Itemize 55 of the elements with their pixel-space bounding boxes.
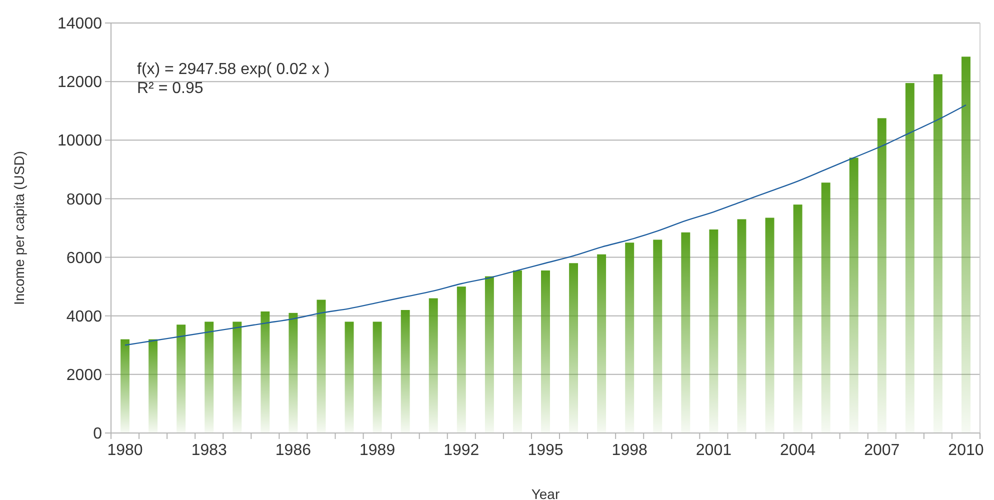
bar bbox=[288, 312, 298, 433]
bar bbox=[681, 232, 690, 433]
x-tick-label: 1980 bbox=[107, 442, 143, 459]
bar bbox=[569, 263, 578, 433]
x-tick-label: 1983 bbox=[191, 442, 228, 459]
bar bbox=[120, 339, 130, 433]
bar bbox=[737, 219, 746, 433]
x-tick-label: 1998 bbox=[612, 442, 648, 459]
bar bbox=[400, 310, 410, 433]
bar bbox=[709, 229, 718, 433]
bar bbox=[260, 311, 270, 433]
x-tick-label: 1995 bbox=[528, 442, 564, 459]
bar bbox=[372, 322, 382, 433]
bar bbox=[541, 270, 550, 433]
bar bbox=[933, 74, 942, 433]
x-tick-label: 2010 bbox=[948, 442, 984, 459]
bar bbox=[204, 322, 214, 433]
line-series bbox=[124, 104, 967, 346]
y-tick-label: 0 bbox=[93, 426, 102, 443]
bar bbox=[962, 56, 970, 433]
bar bbox=[148, 339, 158, 433]
bar bbox=[849, 158, 858, 433]
bar bbox=[793, 204, 802, 433]
bar bbox=[877, 118, 886, 433]
bar bbox=[316, 300, 326, 433]
bar bbox=[428, 298, 438, 433]
bar bbox=[456, 286, 466, 433]
y-tick-label: 4000 bbox=[66, 308, 102, 326]
bar bbox=[512, 270, 522, 433]
x-tick-label: 1986 bbox=[275, 442, 312, 459]
bar bbox=[821, 182, 830, 433]
x-tick-label: 2007 bbox=[864, 442, 900, 459]
bar bbox=[905, 83, 914, 433]
x-tick-label: 1992 bbox=[444, 442, 480, 459]
annotation: R² = 0.95 bbox=[137, 80, 204, 97]
y-axis-title: Income per capita (USD) bbox=[11, 150, 27, 306]
y-tick-label: 6000 bbox=[66, 250, 102, 267]
bar bbox=[176, 324, 186, 433]
y-tick-label: 14000 bbox=[58, 16, 102, 33]
bar bbox=[232, 322, 242, 433]
y-tick-label: 12000 bbox=[58, 74, 102, 92]
bar bbox=[653, 240, 662, 433]
y-tick-label: 2000 bbox=[66, 367, 102, 384]
x-tick-label: 2004 bbox=[780, 442, 816, 459]
x-axis-title: Year bbox=[531, 486, 560, 500]
bar bbox=[765, 218, 774, 433]
bar bbox=[597, 254, 606, 433]
annotation: f(x) = 2947.58 exp( 0.02 x ) bbox=[137, 61, 330, 78]
bar bbox=[344, 322, 354, 433]
y-tick-label: 8000 bbox=[66, 191, 102, 208]
x-tick-label: 2001 bbox=[696, 442, 732, 459]
x-tick-label: 1989 bbox=[360, 442, 396, 459]
y-tick-label: 10000 bbox=[58, 132, 102, 150]
bar bbox=[625, 242, 634, 433]
bar bbox=[484, 276, 494, 433]
